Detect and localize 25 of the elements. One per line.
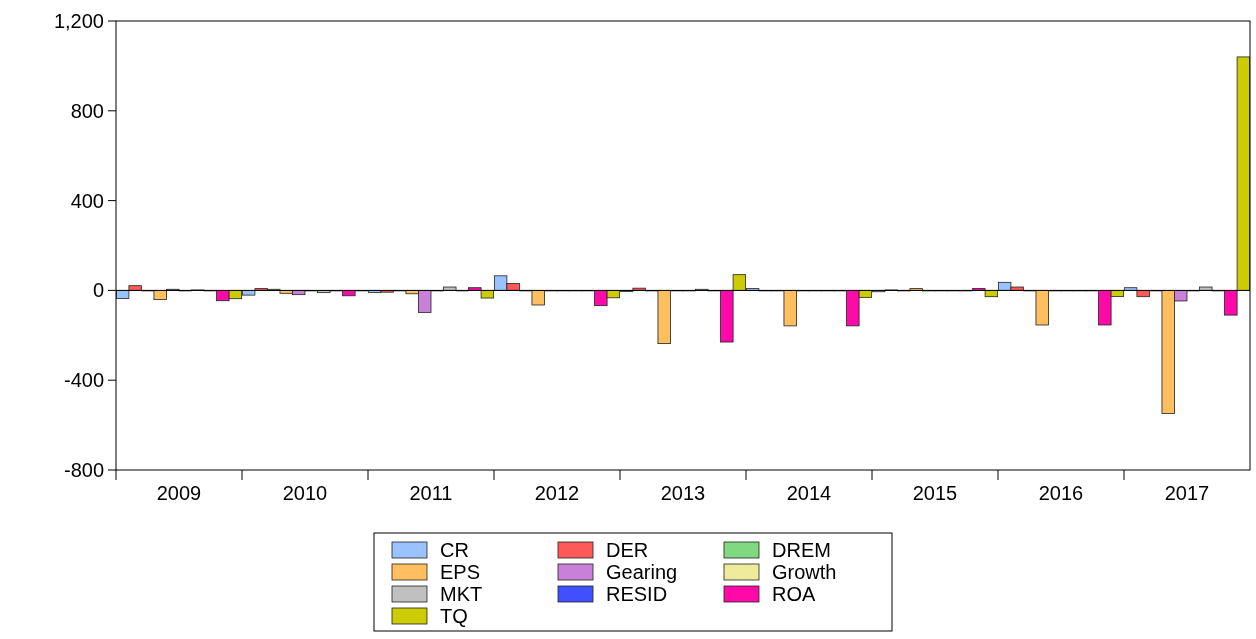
x-tick-label: 2014	[786, 482, 832, 504]
x-tick-label: 2010	[282, 482, 328, 504]
x-tick-label: 2013	[660, 482, 706, 504]
y-tick-label: 0	[92, 279, 104, 302]
legend-label: DREM	[772, 539, 831, 561]
legend-label: Gearing	[606, 561, 678, 583]
y-tick-label: 1,200	[53, 10, 104, 32]
legend-label: DER	[606, 539, 649, 561]
legend-label: MKT	[440, 583, 483, 605]
y-tick-label: -400	[63, 369, 104, 392]
x-tick-label: 2012	[534, 482, 580, 504]
x-tick-label: 2015	[912, 482, 958, 504]
legend-label: EPS	[440, 561, 481, 583]
x-tick-label: 2011	[409, 482, 453, 504]
legend-label: RESID	[606, 583, 668, 605]
y-tick-label: -800	[63, 459, 104, 481]
legend-label: ROA	[772, 583, 816, 605]
legend-label: Growth	[772, 561, 837, 583]
x-tick-label: 2009	[156, 482, 202, 504]
y-tick-label: 400	[70, 189, 104, 212]
x-tick-label: 2016	[1038, 482, 1084, 504]
legend-label: TQ	[440, 605, 468, 627]
x-tick-label: 2017	[1164, 482, 1210, 504]
y-tick-label: 800	[70, 99, 104, 122]
legend-label: CR	[440, 539, 469, 561]
